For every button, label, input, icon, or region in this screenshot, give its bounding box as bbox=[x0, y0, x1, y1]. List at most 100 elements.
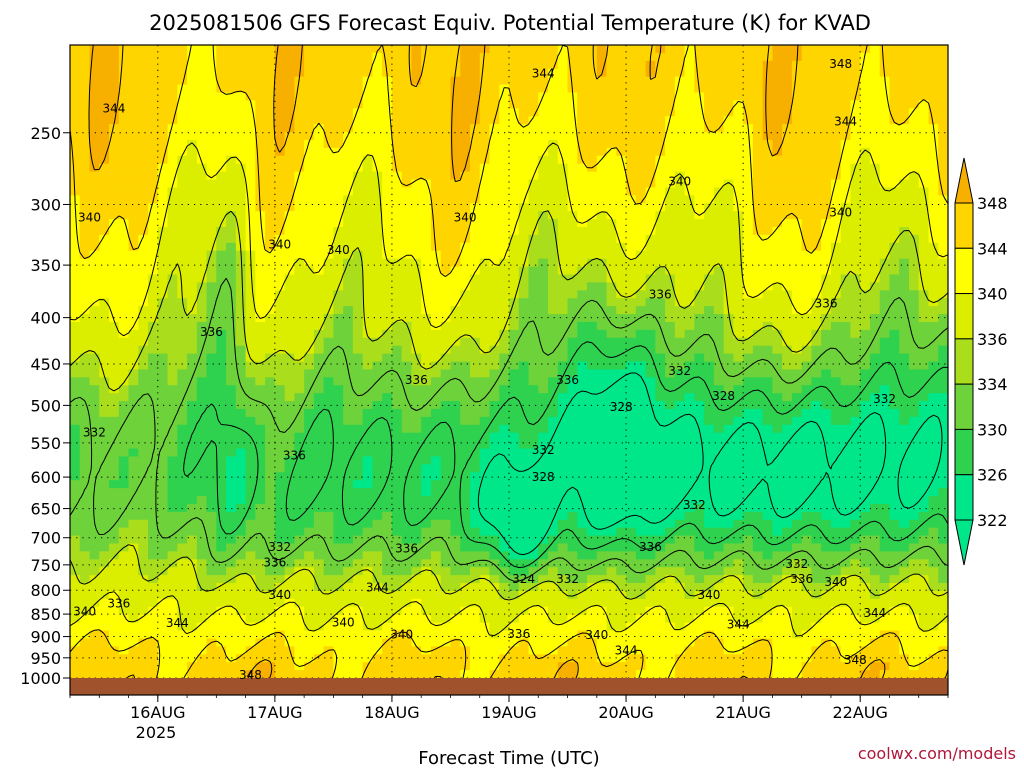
field-cell bbox=[391, 76, 403, 86]
field-cell bbox=[196, 369, 208, 378]
field-cell bbox=[567, 290, 578, 299]
field-cell bbox=[333, 219, 344, 228]
field-cell bbox=[460, 226, 471, 236]
field-cell bbox=[382, 250, 393, 260]
field-cell bbox=[343, 139, 354, 149]
field-cell bbox=[177, 76, 188, 86]
field-cell bbox=[352, 670, 364, 679]
field-cell bbox=[206, 424, 217, 434]
field-cell bbox=[450, 622, 461, 632]
field-cell bbox=[665, 211, 676, 220]
field-cell bbox=[265, 456, 276, 465]
field-cell bbox=[343, 416, 354, 426]
field-cell bbox=[235, 155, 247, 165]
field-cell bbox=[479, 567, 491, 576]
field-cell bbox=[89, 282, 100, 291]
field-cell bbox=[138, 60, 149, 70]
field-cell bbox=[196, 361, 208, 371]
field-cell bbox=[343, 369, 354, 378]
field-cell bbox=[460, 76, 471, 86]
field-cell bbox=[430, 424, 442, 434]
field-cell bbox=[255, 306, 266, 315]
field-cell bbox=[469, 187, 481, 196]
field-cell bbox=[509, 116, 520, 125]
field-cell bbox=[401, 575, 413, 584]
field-cell bbox=[518, 472, 530, 481]
field-cell bbox=[499, 92, 510, 101]
field-cell bbox=[577, 408, 588, 418]
field-cell bbox=[157, 274, 169, 283]
field-cell bbox=[577, 329, 588, 339]
field-cell bbox=[538, 511, 549, 521]
field-cell bbox=[226, 456, 237, 465]
field-cell bbox=[674, 52, 686, 62]
field-cell bbox=[118, 45, 130, 54]
field-cell bbox=[294, 559, 305, 568]
field-cell bbox=[391, 590, 403, 600]
field-cell bbox=[460, 622, 471, 632]
field-cell bbox=[674, 242, 686, 252]
field-cell bbox=[216, 250, 227, 260]
field-cell bbox=[187, 590, 198, 600]
field-cell bbox=[577, 361, 588, 371]
field-cell bbox=[567, 100, 578, 109]
field-cell bbox=[479, 258, 491, 268]
field-cell bbox=[450, 440, 461, 450]
field-cell bbox=[177, 139, 188, 149]
field-cell bbox=[323, 353, 334, 363]
field-cell bbox=[587, 187, 598, 196]
field-cell bbox=[274, 448, 286, 458]
field-cell bbox=[440, 203, 452, 212]
field-cell bbox=[187, 464, 198, 473]
field-cell bbox=[157, 503, 169, 513]
field-cell bbox=[216, 290, 227, 299]
field-cell bbox=[596, 100, 608, 109]
field-cell bbox=[567, 139, 578, 149]
field-cell bbox=[118, 171, 130, 181]
field-cell bbox=[450, 211, 461, 220]
field-cell bbox=[70, 258, 81, 268]
field-cell bbox=[187, 416, 198, 426]
field-cell bbox=[99, 377, 110, 386]
field-cell bbox=[372, 488, 383, 497]
field-cell bbox=[70, 314, 81, 323]
field-cell bbox=[70, 432, 81, 442]
field-cell bbox=[177, 163, 188, 173]
field-cell bbox=[138, 519, 149, 529]
field-cell bbox=[167, 52, 178, 62]
field-cell bbox=[265, 108, 276, 117]
field-cell bbox=[382, 116, 393, 125]
field-cell bbox=[460, 92, 471, 101]
field-cell bbox=[284, 401, 295, 410]
field-cell bbox=[274, 179, 286, 189]
field-cell bbox=[548, 84, 559, 94]
field-cell bbox=[518, 456, 530, 465]
field-cell bbox=[167, 527, 178, 537]
field-cell bbox=[235, 416, 247, 426]
field-cell bbox=[577, 614, 588, 624]
field-cell bbox=[323, 92, 334, 101]
field-cell bbox=[79, 282, 91, 291]
field-cell bbox=[304, 567, 315, 576]
field-cell bbox=[606, 464, 617, 473]
field-cell bbox=[187, 448, 198, 458]
field-cell bbox=[235, 598, 247, 608]
field-cell bbox=[469, 290, 481, 299]
field-cell bbox=[167, 108, 178, 117]
field-cell bbox=[138, 551, 149, 560]
field-cell bbox=[109, 139, 120, 149]
field-cell bbox=[382, 234, 393, 244]
field-cell bbox=[382, 171, 393, 181]
field-cell bbox=[674, 314, 686, 323]
field-cell bbox=[167, 496, 178, 505]
field-cell bbox=[577, 250, 588, 260]
field-cell bbox=[460, 314, 471, 323]
field-cell bbox=[665, 52, 676, 62]
field-cell bbox=[304, 408, 315, 418]
field-cell bbox=[460, 503, 471, 513]
field-cell bbox=[109, 155, 120, 165]
field-cell bbox=[509, 234, 520, 244]
field-cell bbox=[382, 646, 393, 655]
field-cell bbox=[401, 274, 413, 283]
field-cell bbox=[294, 535, 305, 545]
